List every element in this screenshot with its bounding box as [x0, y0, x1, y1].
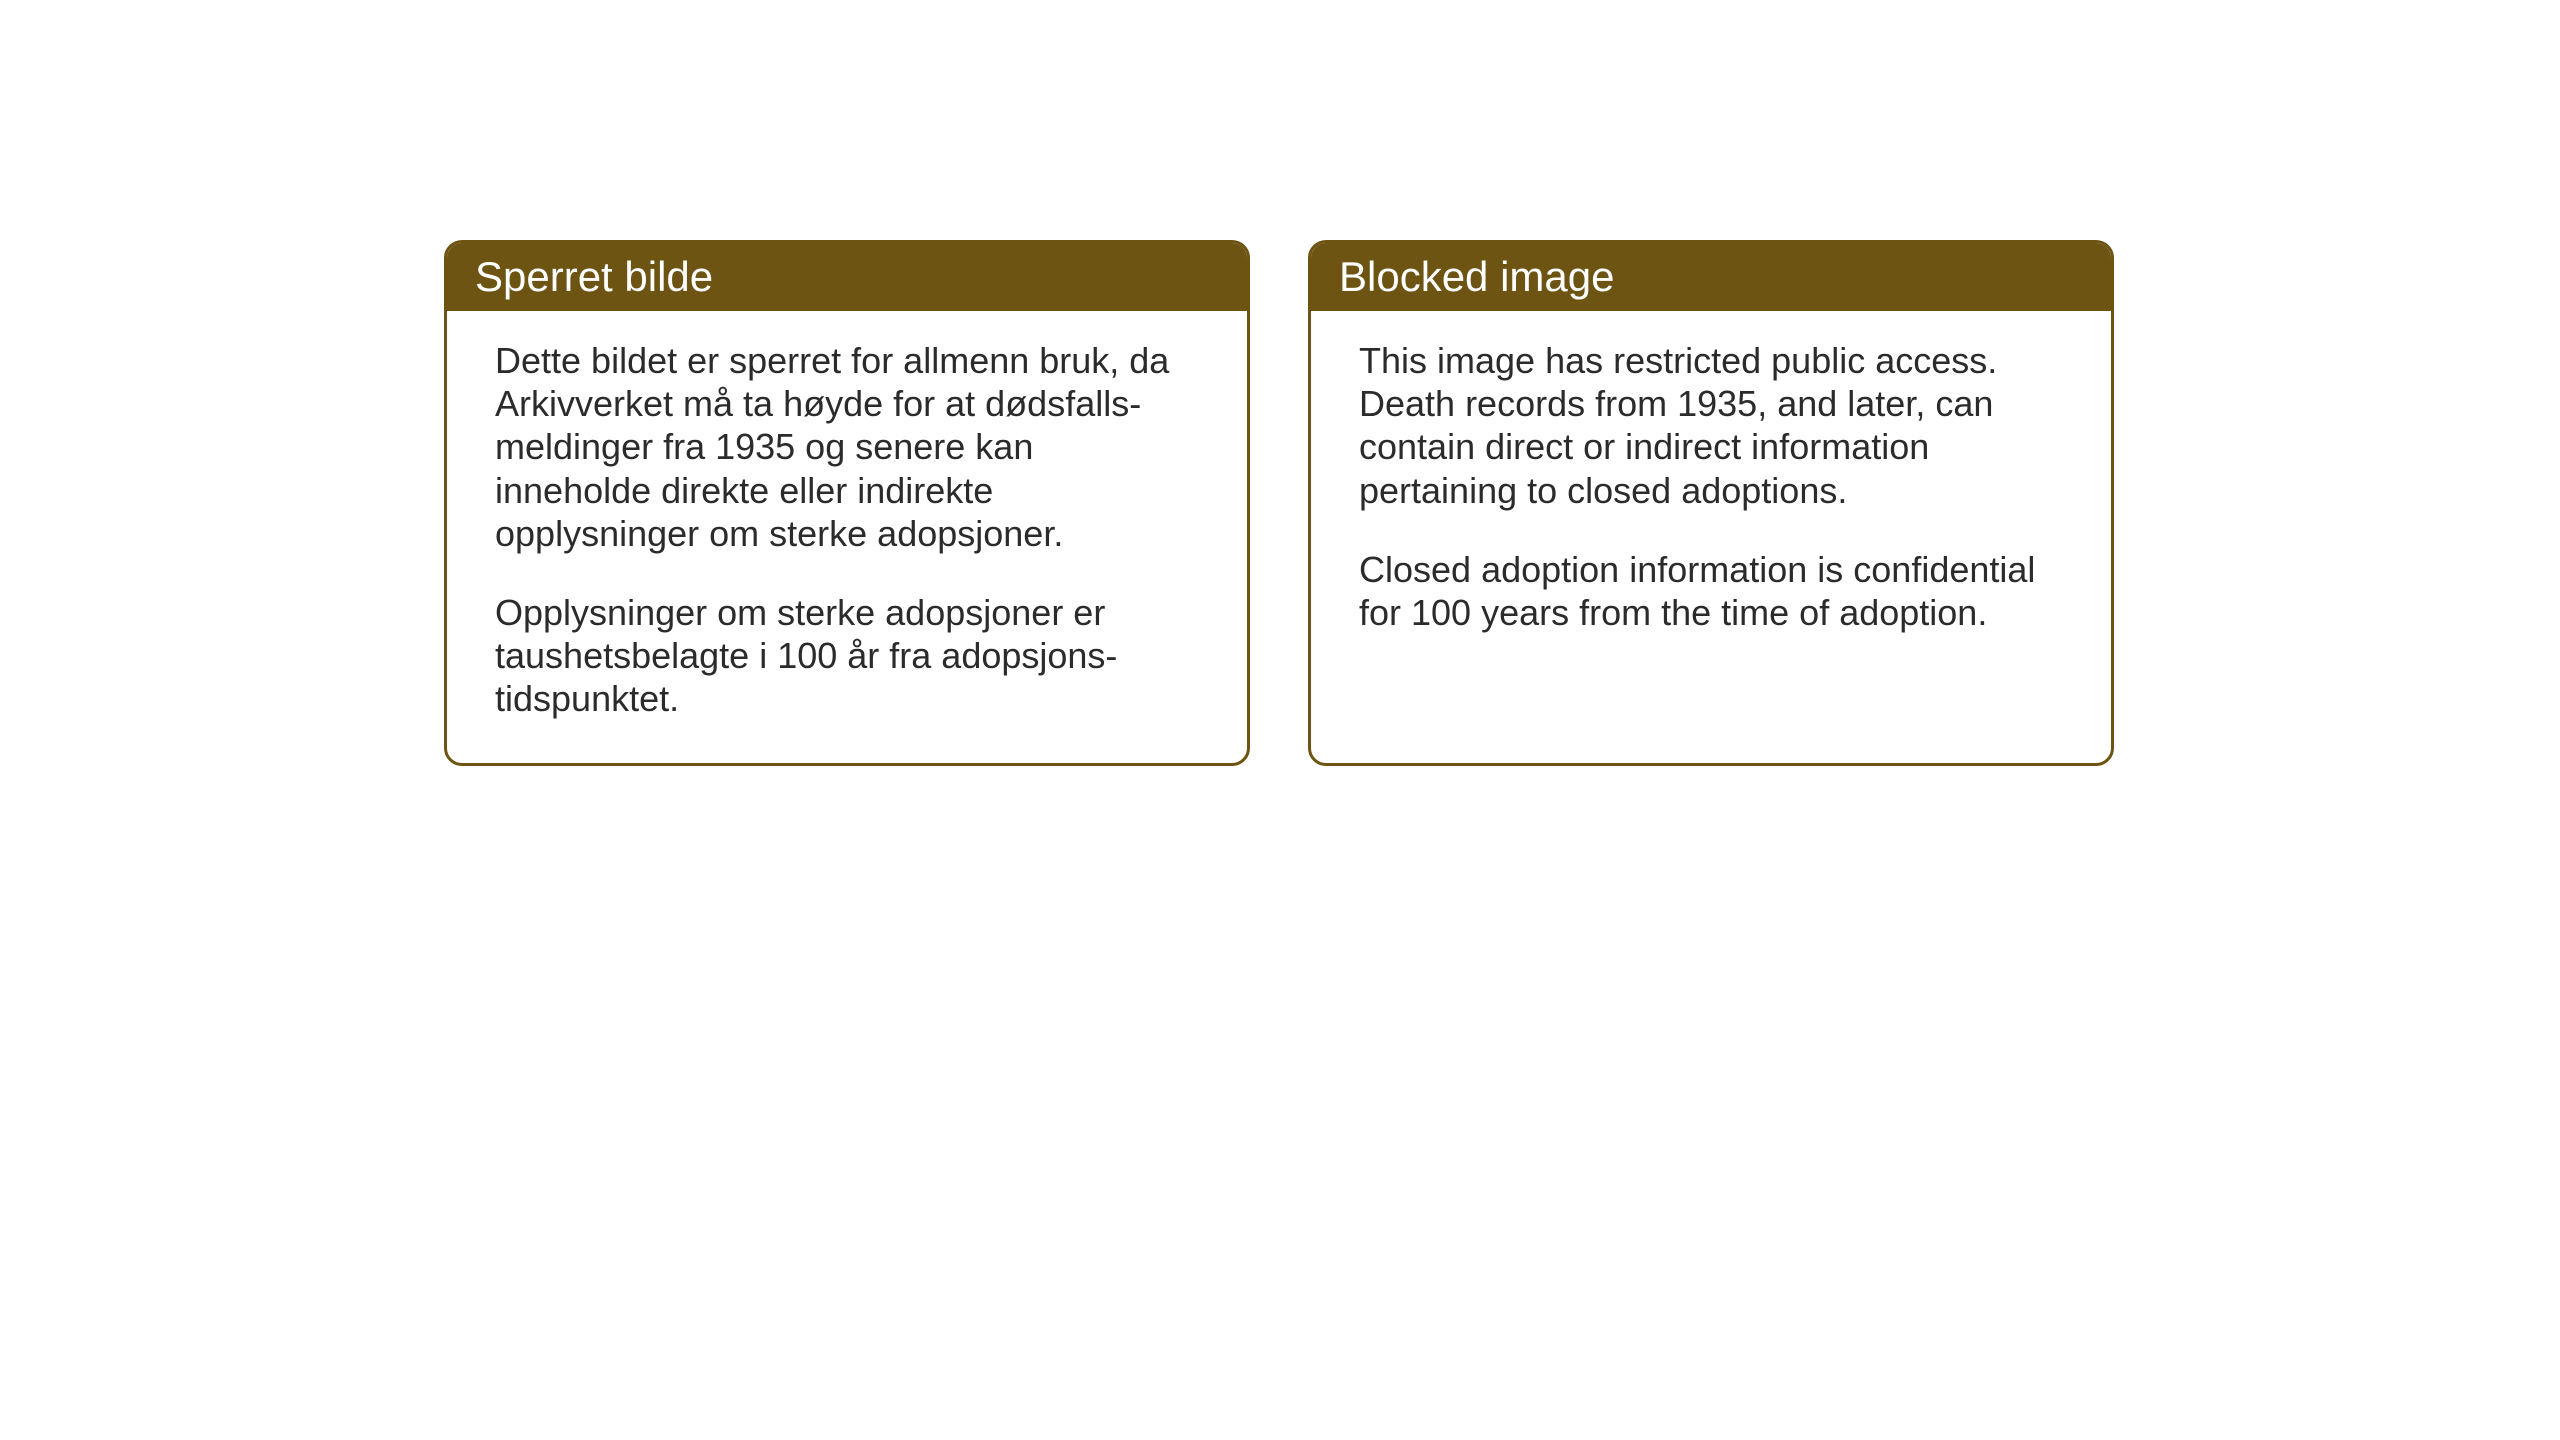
card-title-norwegian: Sperret bilde: [475, 253, 713, 300]
card-paragraph1-norwegian: Dette bildet er sperret for allmenn bruk…: [495, 339, 1199, 555]
card-paragraph1-english: This image has restricted public access.…: [1359, 339, 2063, 512]
cards-container: Sperret bilde Dette bildet er sperret fo…: [444, 240, 2114, 766]
card-body-english: This image has restricted public access.…: [1311, 311, 2111, 676]
card-title-english: Blocked image: [1339, 253, 1614, 300]
card-norwegian: Sperret bilde Dette bildet er sperret fo…: [444, 240, 1250, 766]
card-english: Blocked image This image has restricted …: [1308, 240, 2114, 766]
card-header-norwegian: Sperret bilde: [447, 243, 1247, 311]
card-body-norwegian: Dette bildet er sperret for allmenn bruk…: [447, 311, 1247, 763]
card-header-english: Blocked image: [1311, 243, 2111, 311]
card-paragraph2-english: Closed adoption information is confident…: [1359, 548, 2063, 634]
card-paragraph2-norwegian: Opplysninger om sterke adopsjoner er tau…: [495, 591, 1199, 721]
